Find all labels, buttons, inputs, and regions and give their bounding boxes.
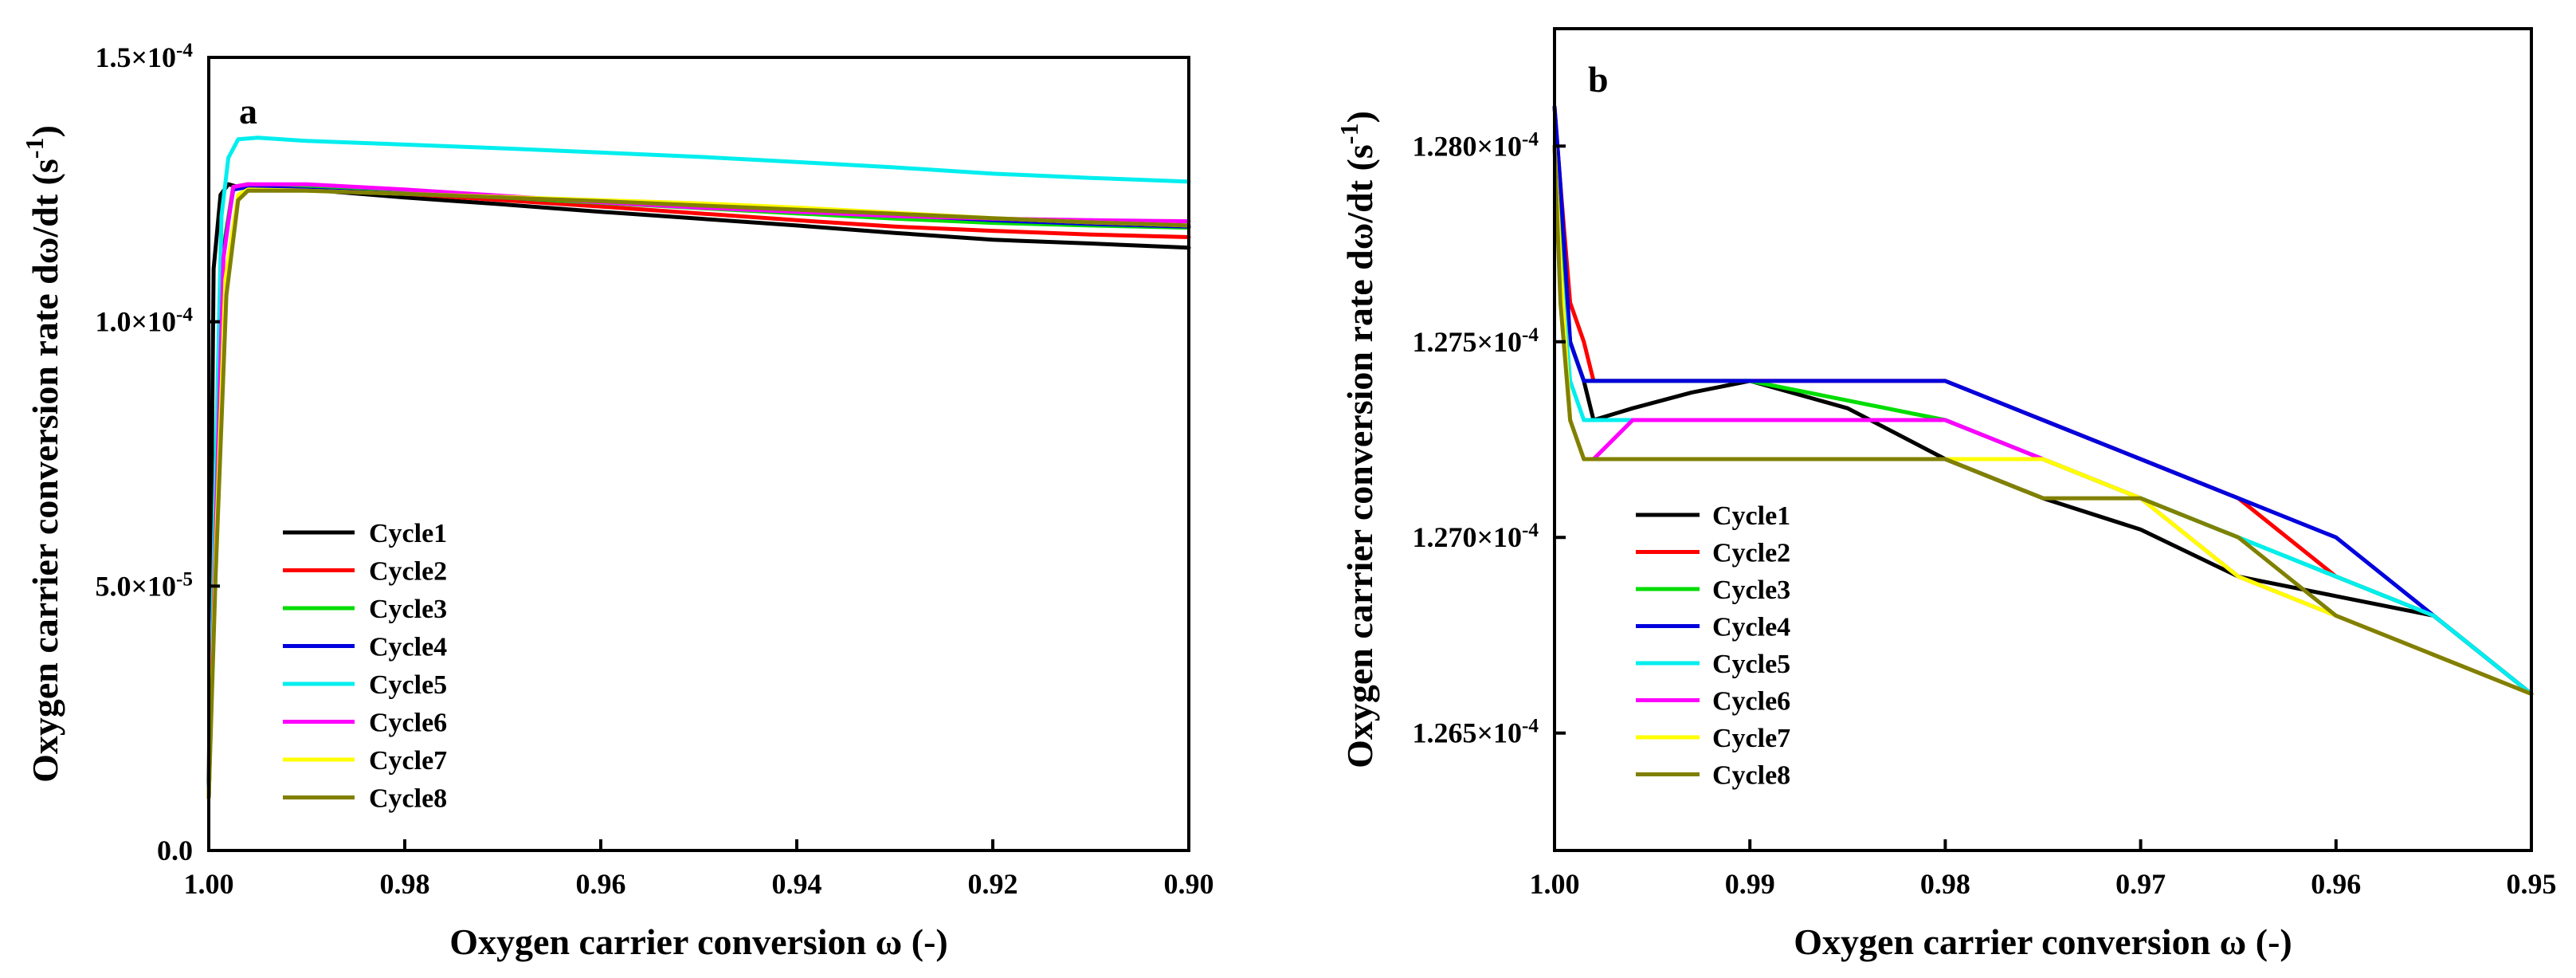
panel-b-ytick-base: 1.265×10 <box>1413 717 1523 749</box>
panel-b-letter: b <box>1588 59 1609 100</box>
panel-b-series-cycle4 <box>1552 104 2534 697</box>
panel-b-xtick-label: 0.98 <box>1920 868 1970 900</box>
panel-a-legend: Cycle1 Cycle2 Cycle3 Cycle4 Cycle5 Cycle6 Cycl… <box>283 519 447 814</box>
panel-b-xtick-label: 0.99 <box>1725 868 1775 900</box>
chart-panel-a: 1.00 0.98 0.96 0.94 0.92 0.90 0.0 5.0×10-5 1.0×1… <box>20 40 1214 963</box>
panel-a-series-cycle5 <box>206 136 1191 800</box>
panel-a-legend-label-cycle1: Cycle1 <box>369 519 447 548</box>
panel-a-series-cycle6 <box>206 182 1191 800</box>
panel-a-xtick-label: 0.90 <box>1164 868 1214 900</box>
chart-panel-b: 1.00 0.99 0.98 0.97 0.96 0.951.265×10-41.270×… <box>1335 27 2557 962</box>
panel-b-xtick-label: 0.95 <box>2507 868 2557 900</box>
panel-b-ytick-exponent: -4 <box>1522 520 1539 541</box>
panel-b-ytick-base: 1.270×10 <box>1413 521 1523 553</box>
panel-a-ytick-base: 1.5×10 <box>96 41 177 73</box>
panel-b-legend-label-cycle1: Cycle1 <box>1712 501 1790 531</box>
panel-b-legend-label-cycle5: Cycle5 <box>1712 650 1790 679</box>
panel-b-ytick-base: 1.275×10 <box>1413 326 1523 358</box>
panel-b-y-axis-label-exponent: -1 <box>1335 123 1363 144</box>
panel-a-series-cycle7 <box>206 187 1191 800</box>
panel-b-legend-label-cycle4: Cycle4 <box>1712 613 1790 642</box>
panel-b-legend-label-cycle6: Cycle6 <box>1712 687 1790 717</box>
panel-a-ytick-exponent: -4 <box>176 40 193 61</box>
panel-a-series-cycle2 <box>206 182 1191 800</box>
panel-b-ytick-label: 1.265×10-4 <box>1413 715 1539 749</box>
panel-a-xtick-label: 0.96 <box>576 868 626 900</box>
panel-a-series-cycle4 <box>206 185 1191 800</box>
panel-a-series-cycle8 <box>206 188 1191 800</box>
panel-b-plot-frame <box>1553 27 2533 852</box>
panel-b-ytick-label: 1.280×10-4 <box>1413 128 1539 163</box>
panel-a-ytick-label: 0.0 <box>157 835 193 866</box>
panel-b-y-axis-label-close: ) <box>1339 111 1380 123</box>
panel-b-ytick-exponent: -4 <box>1522 128 1539 150</box>
panel-b-ytick-exponent: -4 <box>1522 715 1539 736</box>
panel-b-legend-label-cycle8: Cycle8 <box>1712 761 1790 791</box>
panel-a-legend-label-cycle8: Cycle8 <box>369 784 447 814</box>
panel-a-xtick-label: 0.98 <box>380 868 430 900</box>
panel-a-legend-label-cycle7: Cycle7 <box>369 746 447 776</box>
panel-a-ytick-label: 1.5×10-4 <box>96 40 194 74</box>
panel-b-ytick-label: 1.270×10-4 <box>1413 520 1539 554</box>
panel-a-legend-label-cycle6: Cycle6 <box>369 709 447 738</box>
panel-a-plot-frame <box>207 56 1190 852</box>
panel-a-ytick-label: 5.0×10-5 <box>96 568 194 603</box>
panel-b-legend-label-cycle7: Cycle7 <box>1712 724 1790 753</box>
panel-a-legend-label-cycle3: Cycle3 <box>369 595 447 624</box>
panel-a-series-cycle1 <box>206 182 1191 789</box>
panel-b-ytick-label: 1.275×10-4 <box>1413 324 1539 358</box>
panel-a-ytick-base: 1.0×10 <box>96 306 177 338</box>
panel-b-ytick-exponent: -4 <box>1522 324 1539 345</box>
panel-b-xtick-label: 1.00 <box>1530 868 1580 900</box>
panel-b-x-axis-label: Oxygen carrier conversion ω (-) <box>1794 921 2292 962</box>
panel-a-legend-label-cycle5: Cycle5 <box>369 670 447 700</box>
panel-b-xtick-label: 0.96 <box>2311 868 2361 900</box>
panel-b-series-cycle8 <box>1552 143 2534 697</box>
panel-a-y-axis-label-close: ) <box>25 125 65 137</box>
panel-a-y-axis-label-exponent: -1 <box>20 137 49 159</box>
panel-a-letter: a <box>239 91 257 132</box>
panel-b-legend-label-cycle2: Cycle2 <box>1712 539 1790 568</box>
panel-a-y-axis-label: Oxygen carrier conversion rate dω/dt (s-… <box>20 125 65 783</box>
panel-b-ytick-base: 1.280×10 <box>1413 130 1523 162</box>
panel-b-y-axis-label: Oxygen carrier conversion rate dω/dt (s-… <box>1335 111 1380 768</box>
panel-b-y-axis-label-text: Oxygen carrier conversion rate dω/dt (s <box>1339 144 1380 768</box>
panel-a-series-cycle3 <box>206 182 1191 800</box>
panel-a-ytick-label: 1.0×10-4 <box>96 304 194 338</box>
panel-a-xtick-label: 0.92 <box>968 868 1018 900</box>
panel-b-xtick-label: 0.97 <box>2115 868 2166 900</box>
panel-a-ytick-base: 5.0×10 <box>96 570 177 602</box>
panel-a-legend-label-cycle4: Cycle4 <box>369 633 447 662</box>
panel-a-xtick-label: 1.00 <box>184 868 234 900</box>
panel-b-legend-label-cycle3: Cycle3 <box>1712 575 1790 605</box>
panel-a-ytick-exponent: -4 <box>176 304 193 325</box>
panel-b-legend: Cycle1 Cycle2 Cycle3 Cycle4 Cycle5 Cycle6 Cycl… <box>1636 501 1790 791</box>
panel-a-legend-label-cycle2: Cycle2 <box>369 557 447 587</box>
panel-a-ytick-exponent: -5 <box>176 568 193 590</box>
panel-a-y-axis-label-text: Oxygen carrier conversion rate dω/dt (s <box>25 159 65 783</box>
panel-a-xtick-label: 0.94 <box>772 868 822 900</box>
panel-a-x-axis-label: Oxygen carrier conversion ω (-) <box>449 921 948 962</box>
